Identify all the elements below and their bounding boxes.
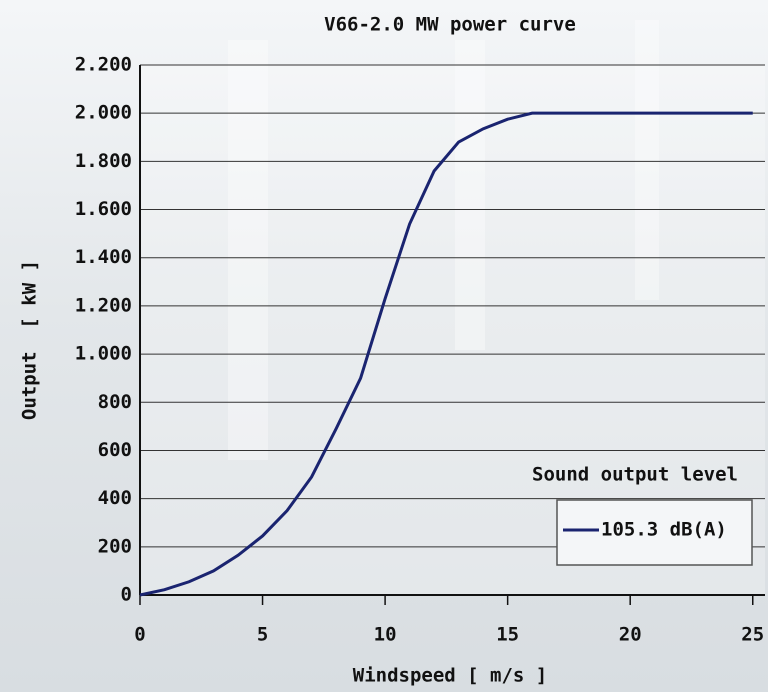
y-tick-label: 0 (121, 584, 132, 606)
power-curve (139, 111, 753, 597)
y-tick-label: 1.200 (75, 294, 132, 316)
y-tick-label: 2.000 (75, 102, 132, 124)
legend-title: Sound output level (532, 464, 738, 486)
y-tick-label: 400 (98, 487, 132, 509)
y-axis-label: Output [ kW ] (19, 260, 41, 420)
y-tick-label: 600 (98, 439, 132, 461)
x-tick-label: 20 (619, 624, 642, 646)
y-tick-label: 200 (98, 535, 132, 557)
legend-label: 105.3 dB(A) (601, 519, 727, 541)
y-tick-label: 1.800 (75, 150, 132, 172)
x-tick-label: 25 (741, 624, 764, 646)
legend-box (556, 499, 753, 566)
chart-title: V66-2.0 MW power curve (324, 14, 576, 36)
x-tick-label: 5 (257, 624, 268, 646)
plot-area: 02004006008001.0001.2001.4001.6001.8002.… (75, 54, 765, 646)
turbine-tower (635, 20, 659, 300)
x-tick-label: 15 (496, 624, 519, 646)
y-tick-label: 800 (98, 391, 132, 413)
turbine-tower (455, 40, 485, 350)
x-tick-label: 10 (374, 624, 397, 646)
x-axis-label: Windspeed [ m/s ] (353, 665, 547, 687)
y-tick-label: 1.400 (75, 246, 132, 268)
y-tick-label: 2.200 (75, 54, 132, 76)
turbine-tower (228, 40, 268, 460)
y-tick-label: 1.000 (75, 343, 132, 365)
x-tick-label: 0 (134, 624, 145, 646)
y-tick-label: 1.600 (75, 198, 132, 220)
